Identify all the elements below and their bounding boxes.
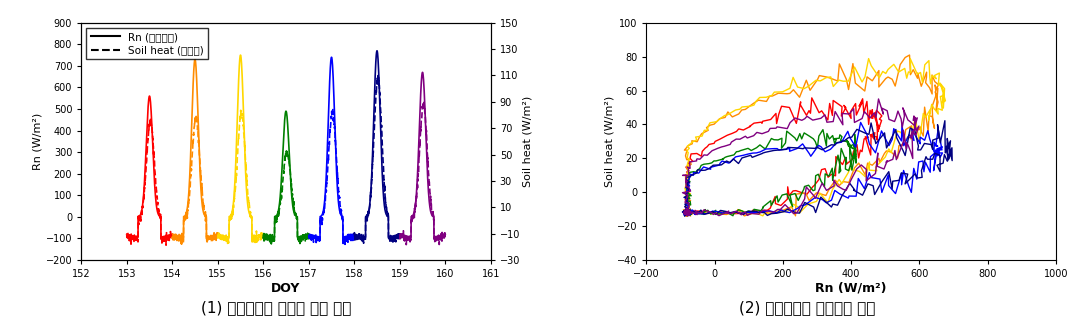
Text: (2) 순복사열과 지중열의 관계: (2) 순복사열과 지중열의 관계 [739, 300, 875, 315]
Y-axis label: Soil heat (W/m²): Soil heat (W/m²) [604, 96, 614, 187]
X-axis label: DOY: DOY [272, 282, 301, 295]
Text: (1) 순복사열과 지중열 변화 비교: (1) 순복사열과 지중열 변화 비교 [201, 300, 351, 315]
Y-axis label: Soil heat (W/m²): Soil heat (W/m²) [523, 96, 533, 187]
Y-axis label: Rn (W/m²): Rn (W/m²) [32, 113, 43, 170]
Legend: Rn (순복사열), Soil heat (지중열): Rn (순복사열), Soil heat (지중열) [87, 28, 208, 59]
X-axis label: Rn (W/m²): Rn (W/m²) [815, 282, 887, 295]
